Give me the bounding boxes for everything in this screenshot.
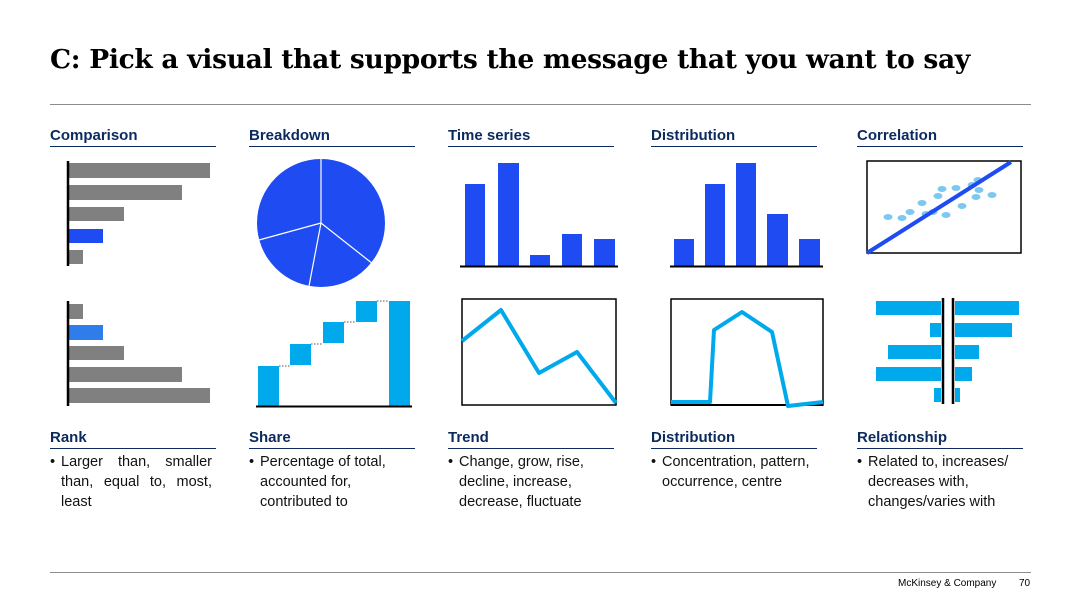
description-distribution: • Concentration, pattern, occurrence, ce… — [651, 452, 816, 492]
pie-slice-divider-4 — [258, 222, 322, 241]
trend-line-icon — [460, 298, 618, 406]
waterfall-bar-4 — [356, 301, 377, 322]
tornado-right-bar-2 — [955, 323, 1012, 337]
description-distribution-text: Concentration, pattern, occurrence, cent… — [662, 454, 810, 490]
tornado-left-bar-1 — [876, 301, 941, 315]
waterfall-total-bar — [389, 301, 410, 406]
distribution-bar-2 — [705, 184, 725, 266]
time-series-bar-2 — [498, 163, 519, 266]
time-series-bar-1 — [465, 184, 485, 266]
description-trend-text: Change, grow, rise, decline, increase, d… — [459, 454, 584, 510]
share-waterfall-icon — [256, 300, 412, 408]
comparison-bar-3 — [68, 207, 124, 221]
bullet-icon: • — [249, 454, 255, 470]
distribution-bar-icon — [670, 163, 823, 268]
tornado-right-bar-4 — [955, 367, 972, 381]
bullet-icon: • — [50, 454, 56, 470]
waterfall-bar-1 — [258, 366, 279, 406]
time-series-bar-4 — [562, 234, 582, 266]
bullet-icon: • — [651, 454, 657, 470]
time-series-bar-icon — [460, 163, 618, 268]
correlation-scatter-icon — [865, 160, 1022, 255]
description-share-text: Percentage of total, accounted for, cont… — [260, 454, 386, 510]
tornado-right-bar-3 — [955, 345, 979, 359]
footer-brand: McKinsey & Company — [898, 578, 997, 589]
trend-frame — [461, 298, 617, 406]
rank-bar-4 — [68, 367, 182, 382]
trend-line — [865, 160, 1013, 255]
header-correlation: Correlation — [857, 127, 1023, 147]
header-trend: Trend — [448, 429, 614, 449]
trend-series-line — [460, 308, 618, 405]
tornado-left-bar-5 — [934, 388, 941, 402]
rank-bar-5 — [68, 388, 210, 403]
waterfall-bar-2 — [290, 344, 311, 365]
header-rank: Rank — [50, 429, 216, 449]
tornado-left-bar-4 — [876, 367, 941, 381]
footer-divider — [50, 572, 1031, 573]
slide-title: C: Pick a visual that supports the messa… — [50, 44, 971, 75]
description-rank: • Larger than, smaller than, equal to, m… — [50, 452, 212, 512]
header-share: Share — [249, 429, 415, 449]
pie-slice-divider-3 — [308, 222, 322, 287]
comparison-bar-2 — [68, 185, 182, 200]
rank-bar-icon — [66, 301, 210, 406]
header-distribution: Distribution — [651, 127, 817, 147]
waterfall-bar-3 — [323, 322, 344, 343]
header-comparison: Comparison — [50, 127, 216, 147]
comparison-bar-4 — [68, 229, 103, 243]
header-breakdown: Breakdown — [249, 127, 415, 147]
bullet-icon: • — [448, 454, 454, 470]
tornado-right-bar-5 — [955, 388, 960, 402]
distribution-series-line — [671, 310, 824, 408]
waterfall-connectors — [279, 300, 389, 367]
time-series-bar-3 — [530, 255, 550, 266]
time-series-bar-5 — [594, 239, 615, 266]
distribution-bar-3 — [736, 163, 756, 266]
rank-bar-1 — [68, 304, 83, 319]
scatter-points — [883, 177, 997, 221]
pie-slice-divider-2 — [320, 222, 374, 265]
rank-bar-3 — [68, 346, 124, 360]
tornado-right-bar-1 — [955, 301, 1019, 315]
description-relationship: • Related to, increases/ decreases with,… — [857, 452, 1023, 512]
bullet-icon: • — [857, 454, 863, 470]
tornado-left-bar-3 — [888, 345, 941, 359]
rank-bar-2 — [68, 325, 103, 340]
comparison-bar-1 — [68, 163, 210, 178]
title-divider — [50, 104, 1031, 105]
description-share: • Percentage of total, accounted for, co… — [249, 452, 414, 512]
description-rank-text: Larger than, smaller than, equal to, mos… — [61, 454, 212, 510]
distribution-bar-1 — [674, 239, 694, 266]
tornado-left-bar-2 — [930, 323, 941, 337]
distribution-bar-4 — [767, 214, 788, 266]
page-number: 70 — [1019, 578, 1031, 589]
header-distribution-use: Distribution — [651, 429, 817, 449]
relationship-tornado-icon — [876, 298, 1019, 404]
header-relationship: Relationship — [857, 429, 1023, 449]
comparison-bar-icon — [66, 161, 210, 266]
breakdown-pie-icon — [257, 159, 385, 287]
description-relationship-text: Related to, increases/ decreases with, c… — [868, 454, 1009, 510]
comparison-bar-5 — [68, 250, 83, 264]
description-trend: • Change, grow, rise, decline, increase,… — [448, 452, 613, 512]
header-time-series: Time series — [448, 127, 614, 147]
distribution-bar-5 — [799, 239, 820, 266]
distribution-line-icon — [670, 298, 824, 408]
